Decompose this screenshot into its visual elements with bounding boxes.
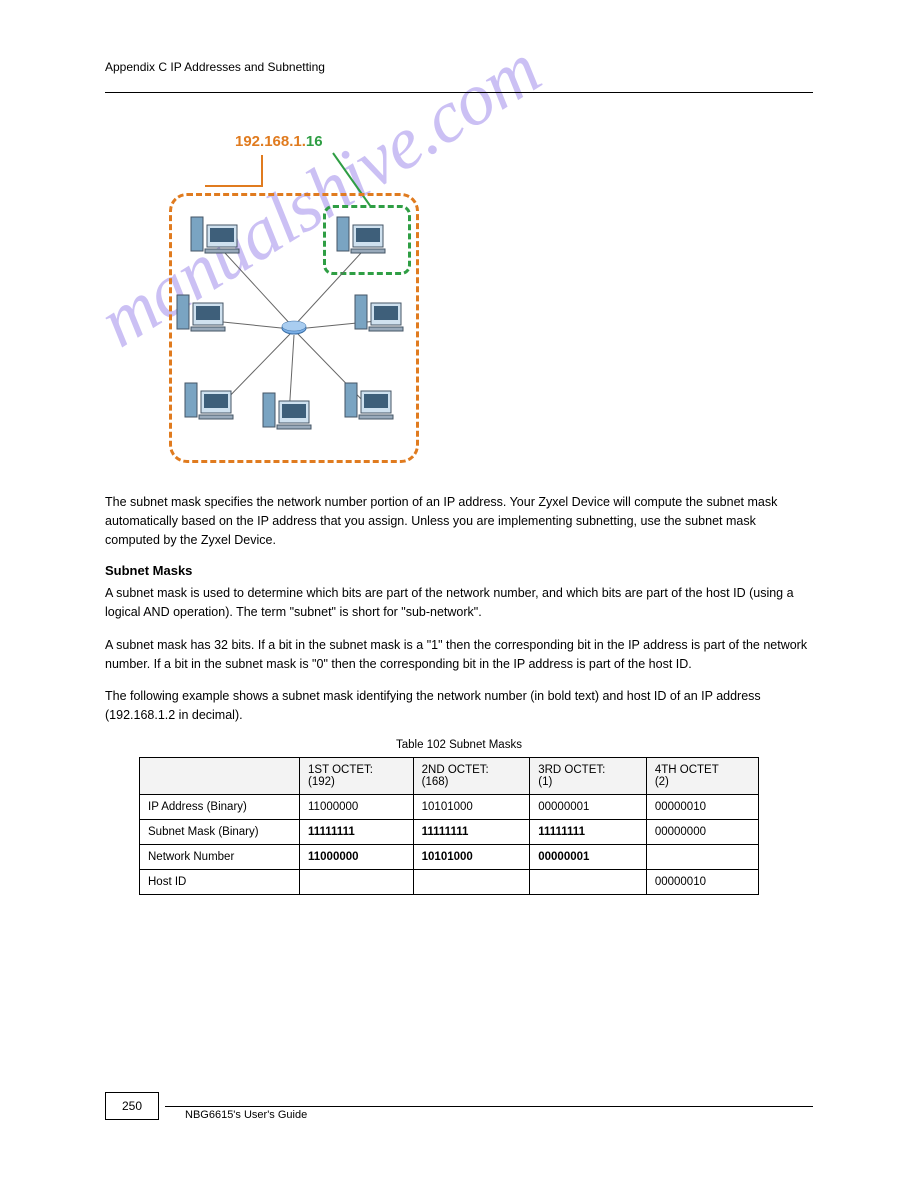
table-row: Subnet Mask (Binary) 11111111 11111111 1…	[140, 819, 759, 844]
page-content: Appendix C IP Addresses and Subnetting 1…	[105, 60, 813, 895]
table-cell: 00000010	[646, 794, 758, 819]
table-cell: IP Address (Binary)	[140, 794, 300, 819]
table-cell: 11000000	[300, 844, 414, 869]
ip-host-part: 16	[306, 133, 323, 150]
callout-line-orange-h	[205, 185, 263, 187]
pc-icon	[189, 215, 245, 265]
table-cell: 10101000	[413, 794, 530, 819]
table-header-cell: 1ST OCTET:(192)	[300, 757, 414, 794]
page-number-box: 250	[105, 1092, 159, 1120]
table-row: IP Address (Binary) 11000000 10101000 00…	[140, 794, 759, 819]
paragraph: The subnet mask specifies the network nu…	[105, 493, 813, 549]
table-cell: 11111111	[300, 819, 414, 844]
paragraph: A subnet mask has 32 bits. If a bit in t…	[105, 636, 813, 674]
table-cell: 10101000	[413, 844, 530, 869]
subnet-table: 1ST OCTET:(192) 2ND OCTET:(168) 3RD OCTE…	[139, 757, 759, 895]
pc-icon	[353, 293, 409, 343]
paragraph: A subnet mask is used to determine which…	[105, 584, 813, 622]
table-cell: 00000001	[530, 794, 647, 819]
table-cell: Host ID	[140, 869, 300, 894]
table-cell	[530, 869, 647, 894]
paragraph: The following example shows a subnet mas…	[105, 687, 813, 725]
pc-icon	[175, 293, 231, 343]
table-block: Table 102 Subnet Masks 1ST OCTET:(192) 2…	[105, 739, 813, 895]
router-icon	[281, 319, 307, 337]
table-cell	[413, 869, 530, 894]
callout-line-orange-v	[261, 155, 263, 185]
table-cell: 00000001	[530, 844, 647, 869]
table-row: Host ID 00000010	[140, 869, 759, 894]
page-footer: 250 NBG6615's User's Guide	[105, 1106, 813, 1121]
ip-network-part: 192.168.1.	[235, 133, 306, 150]
pc-icon	[261, 391, 317, 441]
footer-text: NBG6615's User's Guide	[185, 1109, 813, 1121]
table-header-cell: 3RD OCTET:(1)	[530, 757, 647, 794]
table-header-cell: 4TH OCTET(2)	[646, 757, 758, 794]
pc-icon	[335, 215, 391, 265]
page-header: Appendix C IP Addresses and Subnetting	[105, 60, 813, 74]
table-cell: 00000000	[646, 819, 758, 844]
table-cell: Subnet Mask (Binary)	[140, 819, 300, 844]
table-cell: Network Number	[140, 844, 300, 869]
header-rule	[105, 92, 813, 93]
table-caption: Table 102 Subnet Masks	[105, 739, 813, 751]
table-cell	[300, 869, 414, 894]
table-cell	[646, 844, 758, 869]
figure-ip-label: 192.168.1.16	[235, 133, 323, 150]
table-row: Network Number 11000000 10101000 0000000…	[140, 844, 759, 869]
table-cell: 11111111	[530, 819, 647, 844]
table-cell: 11000000	[300, 794, 414, 819]
pc-icon	[183, 381, 239, 431]
table-cell: 11111111	[413, 819, 530, 844]
page-number: 250	[122, 1099, 142, 1113]
pc-icon	[343, 381, 399, 431]
table-header-cell	[140, 757, 300, 794]
table-cell: 00000010	[646, 869, 758, 894]
table-header-row: 1ST OCTET:(192) 2ND OCTET:(168) 3RD OCTE…	[140, 757, 759, 794]
network-figure: 192.168.1.16	[165, 133, 425, 473]
header-left: Appendix C IP Addresses and Subnetting	[105, 60, 325, 74]
section-title: Subnet Masks	[105, 563, 813, 578]
table-header-cell: 2ND OCTET:(168)	[413, 757, 530, 794]
footer-rule	[165, 1106, 813, 1107]
